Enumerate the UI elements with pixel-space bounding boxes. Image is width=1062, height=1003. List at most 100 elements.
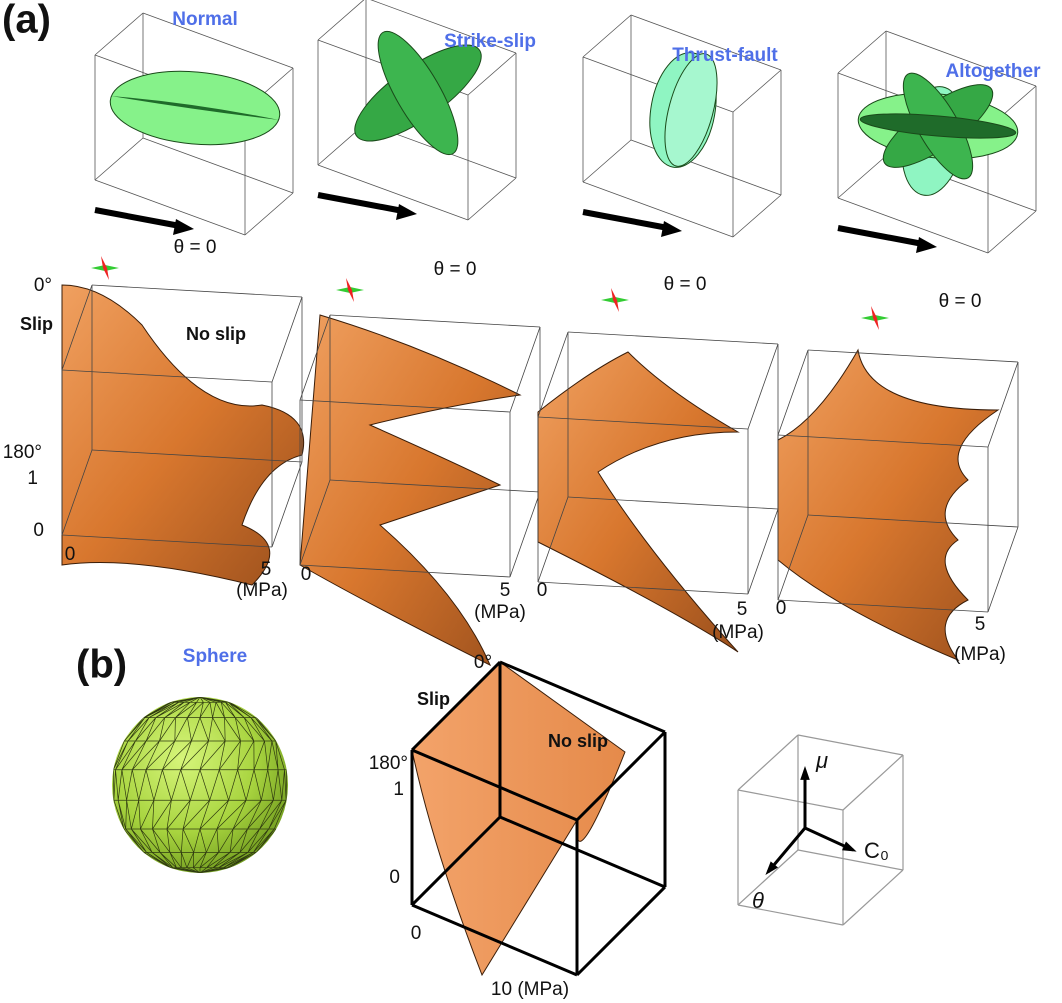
box-edge: [410, 815, 502, 907]
axis-label: 1: [393, 779, 404, 800]
box-edge: [329, 479, 541, 493]
box-edge: [567, 331, 779, 345]
axis-label: (MPa): [954, 644, 1006, 665]
box-edge: [61, 284, 93, 371]
axis-label: 180°: [3, 442, 42, 463]
axis-name: μ: [815, 748, 828, 773]
artwork: [61, 0, 1037, 977]
mechanism-title: Strike-slip: [444, 31, 536, 52]
box-edge: [142, 137, 294, 194]
box-edge: [777, 349, 809, 436]
fault-plane: [377, 30, 459, 156]
box-edge: [797, 849, 904, 871]
box-edge: [582, 139, 632, 183]
axis-label: 0: [33, 520, 44, 541]
mechanism-title: Normal: [172, 9, 237, 30]
arrow-head: [765, 861, 779, 876]
box-edge: [537, 496, 569, 583]
box-edge: [842, 869, 904, 926]
axis-label: 0: [411, 923, 422, 944]
angle-label: θ = 0: [664, 274, 707, 295]
box-edge: [317, 0, 365, 41]
axis-label: 0: [389, 867, 400, 888]
box-edge: [91, 284, 303, 298]
axis-label: 5: [975, 614, 986, 635]
mechanism-title: Thrust-fault: [672, 45, 778, 66]
region-label: No slip: [186, 324, 246, 344]
response-surface: [537, 351, 740, 653]
box-edge: [737, 904, 844, 926]
box-edge: [737, 734, 799, 791]
box-edge: [987, 526, 1019, 613]
compass: [101, 256, 109, 280]
axis-label: 0°: [34, 275, 52, 296]
compass: [871, 306, 879, 330]
axis-name: C₀: [864, 838, 889, 863]
box-edge: [61, 449, 93, 536]
axis-label: (MPa): [712, 622, 764, 643]
box-edge: [411, 748, 578, 822]
fault-plane: [664, 53, 718, 167]
sphere-title: Sphere: [183, 646, 247, 667]
box-edge: [142, 12, 294, 69]
box-edge: [61, 534, 273, 548]
angle-label: θ = 0: [174, 237, 217, 258]
box-edge: [777, 514, 809, 601]
axis-label: 5: [737, 599, 748, 620]
box-edge: [797, 734, 904, 756]
direction-arrow: [317, 192, 404, 214]
box-edge: [370, 0, 517, 54]
direction-arrow: [94, 207, 181, 229]
axis-name: θ: [752, 888, 764, 913]
box-edge: [244, 192, 294, 236]
arrow-head: [396, 204, 417, 220]
axis-label: 5: [261, 559, 272, 580]
box-edge: [94, 12, 144, 56]
box-edge: [842, 754, 904, 811]
box-edge: [499, 660, 666, 734]
response-surface: [299, 314, 522, 667]
box-edge: [582, 181, 734, 238]
box-edge: [837, 155, 887, 199]
arrow-head: [916, 237, 937, 253]
box-edge: [807, 349, 1019, 363]
box-edge: [630, 139, 782, 196]
box-edge: [299, 479, 331, 566]
axis-label: (MPa): [236, 580, 288, 601]
sphere-mesh: [112, 697, 288, 873]
panel-label: (b): [76, 643, 127, 687]
box-edge: [987, 210, 1037, 254]
box-edge: [271, 296, 303, 383]
axis-label: 0: [301, 564, 312, 585]
box-edge: [467, 52, 517, 96]
angle-label: θ = 0: [939, 291, 982, 312]
box-edge: [732, 194, 782, 238]
direction-arrow: [837, 225, 924, 247]
box-edge: [299, 399, 511, 413]
box-edge: [630, 14, 782, 71]
box-edge: [837, 197, 989, 254]
axis-label: 180°: [369, 753, 408, 774]
compass: [346, 278, 354, 302]
box-edge: [737, 789, 844, 811]
box-edge: [61, 369, 273, 383]
box-edge: [885, 30, 1037, 87]
box-edge: [94, 179, 246, 236]
box-edge: [467, 177, 517, 221]
arrow-head: [842, 841, 857, 852]
box-edge: [509, 326, 541, 413]
region-label: Slip: [20, 314, 53, 334]
box-edge: [329, 314, 541, 328]
box-edge: [987, 361, 1019, 448]
angle-label: θ = 0: [434, 259, 477, 280]
fault-plane: [859, 113, 1017, 139]
arrow-head: [661, 221, 682, 237]
box-edge: [747, 343, 779, 430]
axis-label: 1: [27, 468, 38, 489]
arrow-head: [800, 766, 810, 780]
response-surface: [777, 348, 1000, 662]
box-edge: [537, 581, 749, 595]
box-edge: [777, 599, 989, 613]
region-label: Slip: [417, 689, 450, 709]
